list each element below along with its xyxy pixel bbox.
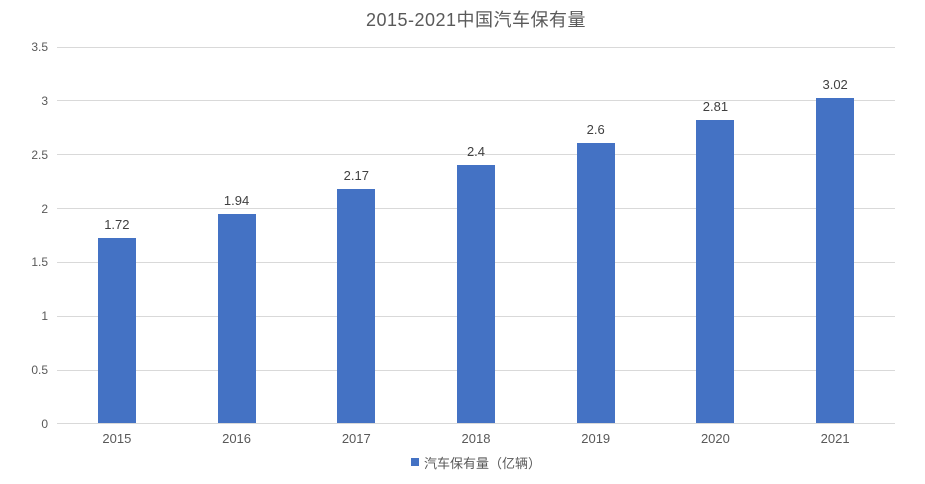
bar-value-label: 3.02 — [822, 76, 848, 92]
chart-title: 2015-2021中国汽车保有量 — [365, 10, 587, 30]
bar-2018 — [457, 164, 495, 423]
legend: 汽车保有量（亿辆） — [57, 453, 895, 471]
y-axis-tick-label: 1.5 — [31, 255, 48, 270]
x-axis-tick-label: 2019 — [581, 431, 611, 446]
x-axis-tick-label: 2016 — [222, 431, 252, 446]
y-axis-tick-label: 1 — [41, 309, 48, 324]
x-axis-tick-label: 2018 — [461, 431, 491, 446]
legend-marker-icon — [410, 458, 419, 466]
bar-2021 — [816, 97, 855, 423]
bar-2020 — [696, 120, 735, 423]
bar-2015 — [97, 237, 136, 423]
bar-2016 — [217, 214, 256, 423]
x-axis-tick-label: 2017 — [341, 431, 371, 446]
y-axis-tick-label: 3 — [41, 93, 48, 108]
y-axis-tick-label: 2.5 — [31, 147, 48, 162]
gridline — [57, 100, 895, 102]
bar-value-label: 1.94 — [223, 193, 250, 209]
x-axis-tick-label: 2015 — [102, 431, 132, 446]
bar-value-label: 1.72 — [104, 216, 130, 232]
gridline — [57, 154, 895, 156]
x-axis-tick-label: 2021 — [820, 431, 850, 446]
bar-2017 — [337, 189, 376, 423]
legend-label: 汽车保有量（亿辆） — [423, 455, 541, 471]
bar-2019 — [576, 142, 615, 423]
x-axis-tick-label: 2020 — [700, 431, 730, 446]
gridline — [57, 46, 895, 48]
x-axis: 2015 2016 2017 2018 2019 2020 2021 — [57, 425, 895, 447]
plot-area: 1.72 1.94 2.17 2.4 2.6 2.81 3.02 — [57, 46, 895, 424]
bar-value-label: 2.81 — [702, 99, 729, 115]
y-axis-tick-label: 0.5 — [31, 363, 48, 378]
y-axis-tick-label: 0 — [41, 417, 48, 431]
y-axis: 0 0.5 1 1.5 2 2.5 3 3.5 — [0, 40, 48, 431]
y-axis-tick-label: 3.5 — [31, 40, 48, 54]
bar-value-label: 2.4 — [466, 143, 486, 159]
y-axis-tick-label: 2 — [41, 201, 48, 216]
bar-value-label: 2.6 — [586, 121, 605, 137]
bar-value-label: 2.17 — [343, 168, 369, 184]
